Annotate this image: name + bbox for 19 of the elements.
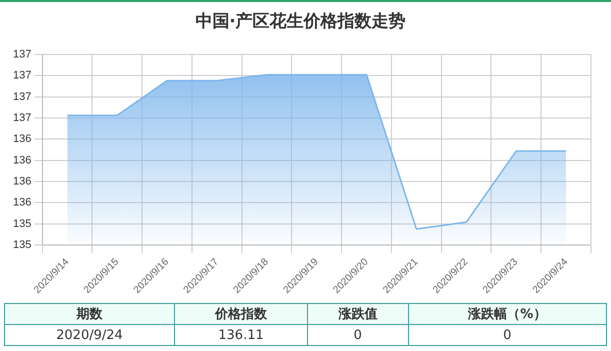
y-tick-label: 135 bbox=[12, 218, 32, 230]
text: 涨跌幅（%） bbox=[408, 304, 606, 324]
y-tick-label: 137 bbox=[12, 48, 32, 60]
y-tick-label: 137 bbox=[12, 90, 32, 103]
text: 0 bbox=[308, 324, 408, 346]
chart-title: 中国·产区花生价格指数走势 bbox=[195, 12, 406, 32]
text: 2020/9/24 bbox=[4, 324, 174, 346]
y-tick-label: 137 bbox=[12, 112, 32, 124]
text: 136.11 bbox=[174, 324, 308, 346]
text: 期数 bbox=[4, 304, 174, 324]
y-tick-label: 136 bbox=[12, 196, 32, 209]
y-tick-label: 135 bbox=[12, 239, 32, 252]
text: 价格指数 bbox=[174, 304, 308, 324]
y-tick-label: 136 bbox=[12, 154, 32, 166]
text: 涨跌值 bbox=[308, 304, 408, 324]
text: 0 bbox=[408, 324, 606, 346]
y-tick-label: 136 bbox=[12, 176, 32, 188]
y-tick-label: 136 bbox=[12, 133, 32, 146]
y-tick-label: 137 bbox=[12, 70, 32, 82]
